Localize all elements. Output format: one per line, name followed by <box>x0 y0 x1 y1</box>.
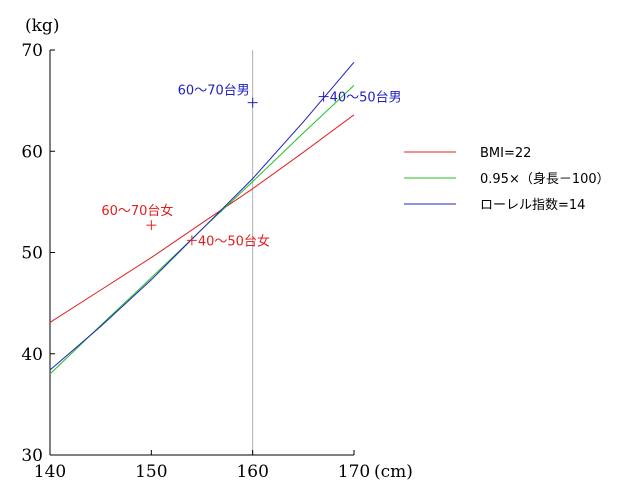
point-label: 60～70台女 <box>101 203 173 219</box>
y-tick-label: 50 <box>21 244 43 264</box>
y-tick-label: 70 <box>21 41 43 61</box>
x-tick-label: 170 <box>338 462 370 482</box>
series-line-1 <box>49 114 355 323</box>
y-tick-label: 60 <box>21 142 43 162</box>
y-tick-label: 30 <box>21 446 43 466</box>
point-label: 40～50台男 <box>330 91 402 106</box>
y-tick-label: 40 <box>21 345 43 365</box>
point-label: 60～70台男 <box>178 84 250 99</box>
x-unit-label: (cm) <box>374 462 413 482</box>
y-unit-label: (kg) <box>25 16 59 36</box>
legend-label: ローレル指数=14 <box>480 198 585 213</box>
x-tick-label: 150 <box>135 462 167 482</box>
x-tick-label: 140 <box>34 462 66 482</box>
series-line-3 <box>49 61 355 371</box>
point-label: 40～50台女 <box>198 233 270 249</box>
x-tick-label: 160 <box>236 462 268 482</box>
legend-label: 0.95×（身長－100） <box>480 171 610 187</box>
legend-label: BMI=22 <box>480 146 531 161</box>
